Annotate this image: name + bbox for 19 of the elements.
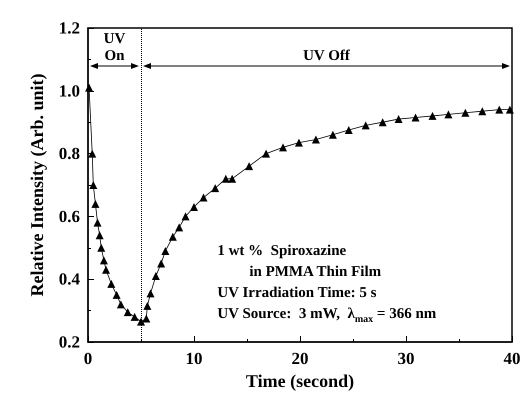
annotation: 1 wt % Spiroxazine [217,242,348,261]
y-tick-label: 0.2 [58,332,80,352]
x-tick-label: 0 [84,349,92,368]
y-tick-label: 0.6 [58,206,80,226]
y-tick-label: 1.0 [58,81,80,100]
annotation: UV On [102,31,126,65]
annotation: in PMMA Thin Film [248,263,382,282]
annotation: UV Source: 3 mW, λ$_{max}$ = 366 nm [217,305,436,327]
annotation: UV Off [302,48,351,65]
y-tick-label: 0.4 [58,270,80,289]
y-axis-title: Relative Intensity (Arb. unit) [27,74,47,296]
x-tick-label: 30 [398,349,414,368]
x-tick-label: 10 [186,349,202,368]
y-tick-label: 0.8 [58,144,80,164]
y-tick-label: 1.2 [58,18,80,38]
x-tick-label: 20 [292,349,308,368]
x-tick-label: 40 [504,349,520,368]
annotation: UV Irradiation Time: 5 s [217,284,378,303]
x-axis-title: Time (second) [246,371,354,391]
